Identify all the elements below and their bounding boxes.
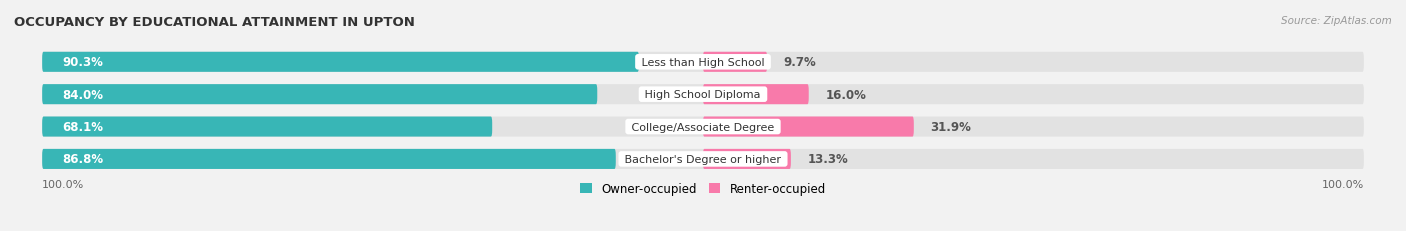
FancyBboxPatch shape [42, 52, 638, 73]
Text: College/Associate Degree: College/Associate Degree [628, 122, 778, 132]
Text: High School Diploma: High School Diploma [641, 90, 765, 100]
FancyBboxPatch shape [703, 149, 792, 169]
Text: 86.8%: 86.8% [62, 153, 103, 166]
FancyBboxPatch shape [42, 85, 598, 105]
FancyBboxPatch shape [703, 52, 768, 73]
Text: 9.7%: 9.7% [783, 56, 817, 69]
FancyBboxPatch shape [703, 117, 914, 137]
Text: 13.3%: 13.3% [807, 153, 848, 166]
FancyBboxPatch shape [42, 52, 1364, 73]
Text: Bachelor's Degree or higher: Bachelor's Degree or higher [621, 154, 785, 164]
FancyBboxPatch shape [42, 149, 616, 169]
FancyBboxPatch shape [42, 117, 1364, 137]
FancyBboxPatch shape [703, 85, 808, 105]
Text: OCCUPANCY BY EDUCATIONAL ATTAINMENT IN UPTON: OCCUPANCY BY EDUCATIONAL ATTAINMENT IN U… [14, 16, 415, 29]
Text: 100.0%: 100.0% [42, 179, 84, 189]
Text: Source: ZipAtlas.com: Source: ZipAtlas.com [1281, 16, 1392, 26]
Text: 31.9%: 31.9% [931, 121, 972, 134]
Text: 90.3%: 90.3% [62, 56, 103, 69]
Legend: Owner-occupied, Renter-occupied: Owner-occupied, Renter-occupied [579, 182, 827, 195]
FancyBboxPatch shape [42, 149, 1364, 169]
Text: 68.1%: 68.1% [62, 121, 103, 134]
Text: 16.0%: 16.0% [825, 88, 866, 101]
FancyBboxPatch shape [42, 117, 492, 137]
Text: Less than High School: Less than High School [638, 58, 768, 67]
Text: 100.0%: 100.0% [1322, 179, 1364, 189]
Text: 84.0%: 84.0% [62, 88, 103, 101]
FancyBboxPatch shape [42, 85, 1364, 105]
